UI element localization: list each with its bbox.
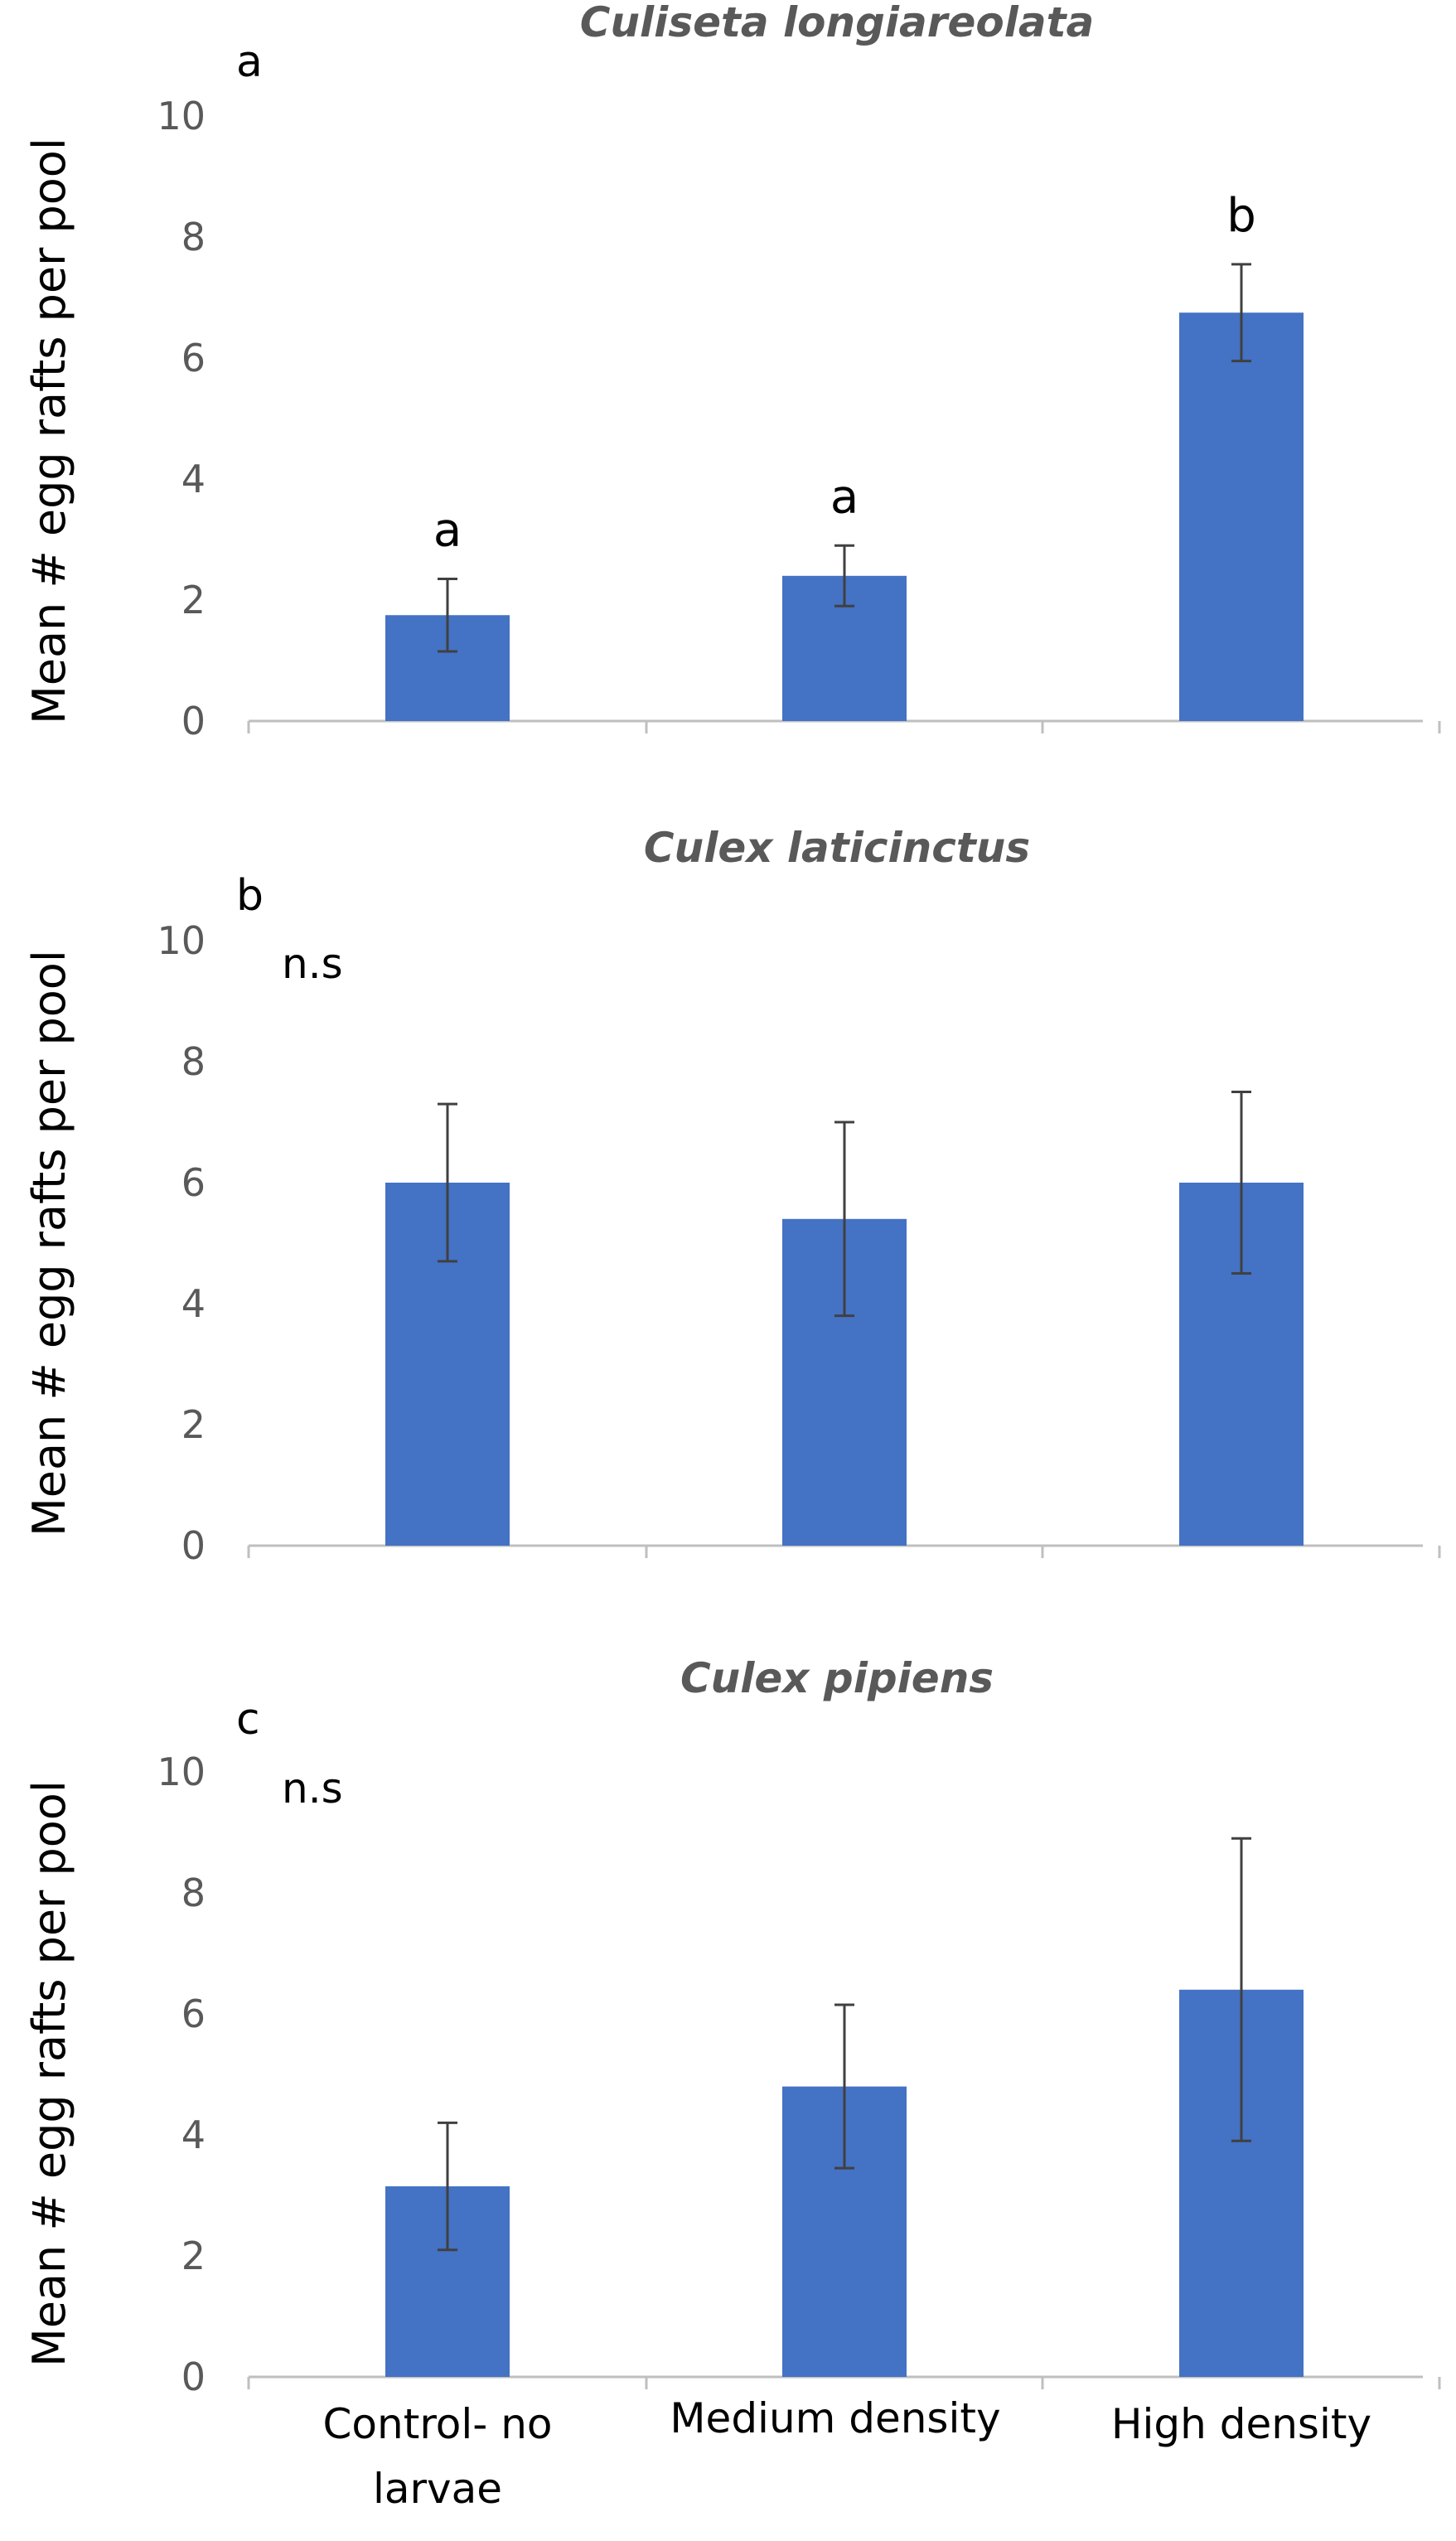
- error-bar-a-3: [1231, 263, 1251, 363]
- chart-title: Culex laticinctus: [644, 824, 1030, 872]
- bar-a-3: [1179, 312, 1304, 721]
- y-tick-label: 2: [181, 2234, 206, 2278]
- y-axis-label: Mean # egg rafts per pool: [23, 1780, 75, 2367]
- y-tick-label: 2: [181, 578, 206, 622]
- error-bar-b-1: [438, 1102, 457, 1263]
- significance-letter: a: [830, 470, 859, 524]
- significance-note: n.s: [282, 1764, 343, 1813]
- x-category-label: Control- no: [323, 2400, 553, 2448]
- y-tick-label: 4: [181, 1281, 206, 1326]
- y-tick-label: 8: [181, 1039, 206, 1084]
- y-tick-label: 10: [157, 1750, 206, 1794]
- y-tick-label: 10: [157, 94, 206, 138]
- error-bar-b-3: [1231, 1091, 1251, 1275]
- y-tick-label: 8: [181, 215, 206, 259]
- error-bar-c-3: [1231, 1837, 1251, 2142]
- error-bar-c-1: [438, 2121, 457, 2252]
- y-tick-label: 8: [181, 1871, 206, 1915]
- x-category-label: larvae: [373, 2465, 502, 2513]
- y-tick-label: 0: [181, 699, 206, 743]
- y-tick-label: 0: [181, 1523, 206, 1568]
- x-category-label: Medium density: [670, 2394, 1000, 2442]
- y-tick-label: 6: [181, 336, 206, 380]
- y-axis-label: Mean # egg rafts per pool: [23, 138, 75, 724]
- panel-label: a: [236, 37, 263, 87]
- error-bar-c-2: [834, 2003, 854, 2170]
- significance-letter: a: [433, 503, 462, 557]
- y-axis-label: Mean # egg rafts per pool: [23, 950, 75, 1537]
- chart-title: Culiseta longiareolata: [580, 0, 1094, 46]
- y-tick-label: 4: [181, 457, 206, 501]
- x-category-label: High density: [1111, 2400, 1371, 2448]
- error-bar-a-2: [834, 544, 854, 607]
- error-bar-b-2: [834, 1120, 854, 1318]
- y-tick-label: 10: [157, 918, 206, 963]
- chart-panel-a: Culiseta longiareolata a Mean # egg rafts …: [23, 0, 1441, 743]
- x-axis-category-labels: Control- no larvae Medium density High dens…: [323, 2394, 1372, 2513]
- y-tick-label: 6: [181, 1160, 206, 1205]
- chart-title: Culex pipiens: [680, 1654, 994, 1702]
- error-bar-a-1: [438, 577, 457, 653]
- chart-panel-b: Culex laticinctus b n.s Mean # egg rafts pe…: [23, 824, 1441, 1568]
- y-tick-label: 0: [181, 2355, 206, 2399]
- panel-label: c: [236, 1695, 260, 1745]
- significance-letter: b: [1226, 189, 1256, 243]
- significance-note: n.s: [282, 940, 343, 988]
- chart-panel-c: Culex pipiens c n.s Mean # egg rafts per po…: [23, 1654, 1441, 2399]
- panel-label: b: [236, 871, 264, 921]
- y-tick-label: 4: [181, 2113, 206, 2157]
- y-tick-label: 2: [181, 1402, 206, 1447]
- y-tick-label: 6: [181, 1992, 206, 2036]
